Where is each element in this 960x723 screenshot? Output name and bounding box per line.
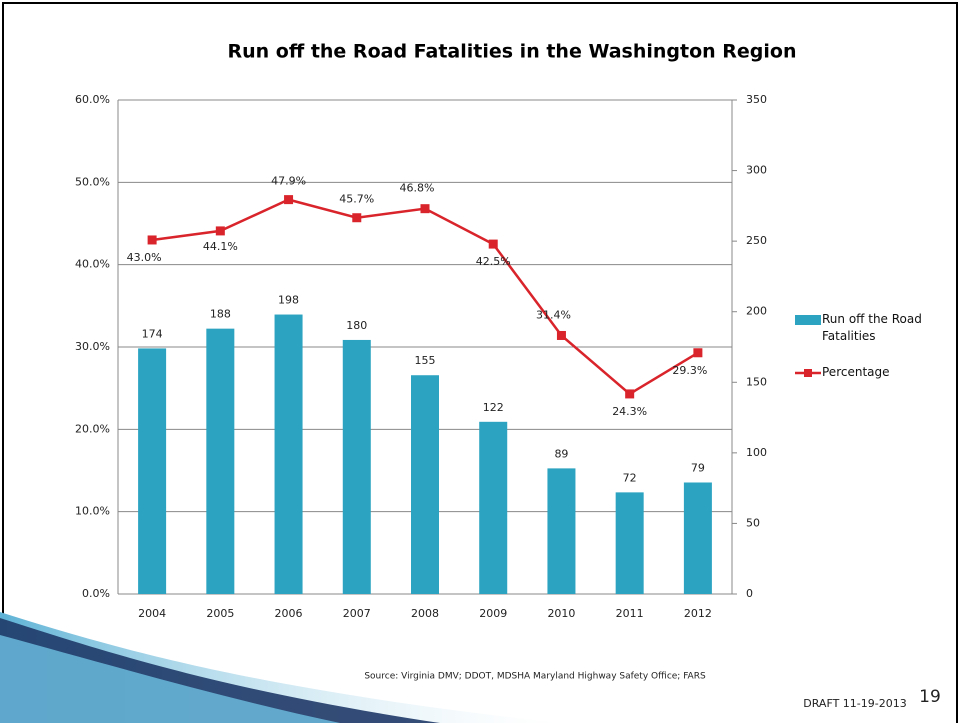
bar (342, 339, 371, 594)
bar (411, 375, 439, 594)
x-tick-label: 2004 (138, 607, 166, 620)
y-tick-label: 40.0% (75, 258, 110, 271)
source-note: Source: Virginia DMV; DDOT, MDSHA Maryla… (364, 672, 706, 682)
y2-tick-label: 100 (746, 446, 767, 459)
line-value-label: 47.9% (271, 175, 306, 188)
chart-title: Run off the Road Fatalities in the Washi… (227, 41, 796, 63)
bar (479, 421, 508, 594)
line-marker (215, 226, 225, 236)
x-tick-label: 2007 (343, 607, 371, 620)
line-marker (352, 213, 362, 223)
y2-tick-label: 300 (746, 164, 767, 177)
legend-entry: Percentage (822, 365, 890, 379)
y-tick-label: 10.0% (75, 505, 110, 518)
y-tick-label: 30.0% (75, 340, 110, 353)
legend-label: Percentage (822, 365, 890, 379)
line-marker (284, 195, 294, 205)
y2-tick-label: 200 (746, 305, 767, 318)
bar (547, 468, 576, 594)
line-value-label: 46.8% (400, 182, 435, 195)
bar-value-label: 79 (691, 461, 705, 474)
bar (274, 314, 303, 594)
x-tick-label: 2010 (547, 607, 575, 620)
line-value-label: 24.3% (612, 405, 647, 418)
line-marker (147, 235, 157, 245)
line-marker (488, 239, 498, 249)
page-number: 19 (919, 687, 941, 707)
legend-swatch-marker (804, 369, 812, 377)
bar-value-label: 155 (415, 354, 436, 367)
y-tick-label: 0.0% (82, 587, 110, 600)
line-value-label: 43.0% (127, 251, 162, 264)
line-value-label: 29.3% (672, 364, 707, 377)
x-tick-label: 2005 (206, 607, 234, 620)
y-tick-label: 50.0% (75, 175, 110, 188)
x-tick-label: 2012 (684, 607, 712, 620)
y2-tick-label: 0 (746, 587, 753, 600)
legend-swatch (795, 315, 821, 325)
swoosh-mid (0, 635, 340, 723)
line-marker (693, 348, 703, 358)
x-tick-label: 2011 (616, 607, 644, 620)
bar-value-label: 198 (278, 294, 299, 307)
line-marker (556, 330, 566, 340)
x-tick-label: 2006 (275, 607, 303, 620)
line-value-label: 45.7% (339, 193, 374, 206)
line-value-label: 44.1% (203, 240, 238, 253)
line-marker (625, 389, 635, 399)
y2-tick-label: 350 (746, 93, 767, 106)
y-tick-label: 60.0% (75, 93, 110, 106)
draft-label: DRAFT 11-19-2013 (803, 697, 906, 710)
line-value-label: 31.4% (536, 308, 571, 321)
bar-value-label: 89 (554, 447, 568, 460)
y-tick-label: 20.0% (75, 422, 110, 435)
bar-value-label: 122 (483, 401, 504, 414)
bar-value-label: 188 (210, 308, 231, 321)
bar-value-label: 180 (346, 319, 367, 332)
y2-tick-label: 150 (746, 375, 767, 388)
y2-tick-label: 250 (746, 234, 767, 247)
legend-label: Run off the Road Fatalities (822, 312, 922, 343)
line-marker (420, 204, 430, 214)
legend-entry: Run off the Road Fatalities (822, 312, 922, 343)
bar (138, 348, 167, 594)
bar (615, 492, 644, 594)
x-tick-label: 2009 (479, 607, 507, 620)
y2-tick-label: 50 (746, 516, 760, 529)
line-value-label: 42.5% (476, 255, 511, 268)
bar-value-label: 174 (142, 327, 163, 340)
bar (683, 482, 712, 594)
bar-value-label: 72 (623, 471, 637, 484)
x-tick-label: 2008 (411, 607, 439, 620)
bar (206, 328, 235, 594)
